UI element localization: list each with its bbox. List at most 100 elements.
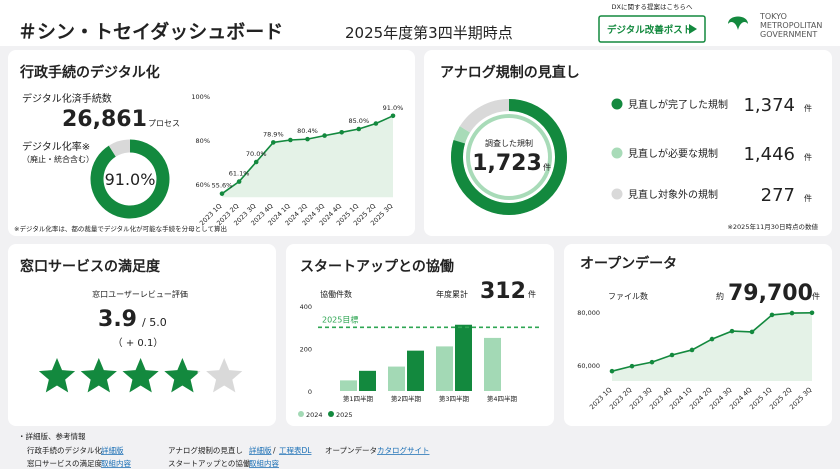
label: 協働件数 [320,289,352,299]
change: （ + 0.1） [113,337,164,349]
bar [359,370,376,391]
unit: プロセス [148,119,180,128]
panel-title: 行政手続のデジタル化 [19,64,160,81]
point [390,113,396,119]
x-tick-label: 第4四半期 [487,394,518,403]
footer-label: スタートアップとの協働 [168,458,251,468]
panel-title: アナログ規制の見直し [440,64,580,81]
bar [455,324,472,391]
legend-marker [611,188,623,200]
x-tick-label: 第1四半期 [343,394,374,403]
label: 約 [716,291,724,301]
legend-marker [611,147,623,159]
logo-text: METROPOLITAN [760,21,822,30]
point [749,329,755,335]
footer-label: オープンデータ [325,445,377,455]
legend-value: 277 [761,185,795,206]
footer-label: 行政手続のデジタル化 [27,445,102,455]
donut-segment [90,139,170,219]
unit: 件 [804,152,812,162]
point [356,126,362,132]
inner-ring [466,114,552,200]
donut-segment [108,139,131,157]
area [222,115,393,198]
target-label: 2025目標 [322,314,358,324]
point [789,310,795,316]
legend-label: 見直しが完了した規制 [628,98,728,111]
star-empty [206,358,243,393]
label: 窓口ユーザーレビュー評価 [92,289,188,299]
y-tick-label: 100% [191,93,210,101]
separator: / [273,446,276,455]
point [236,179,242,184]
logo-text: GOVERNMENT [760,30,817,39]
unit: 件 [812,291,820,301]
bar [388,366,405,391]
count: 26,861 [62,107,147,132]
center-label: 91.0% [105,170,156,189]
footer-link[interactable]: 詳細版 [249,445,272,455]
point [669,352,675,358]
label: デジタル化済手続数 [22,92,112,105]
point [322,133,327,138]
center-label: 調査した規制 [485,138,533,148]
point [769,312,775,318]
panel-title: オープンデータ [580,255,677,272]
proposal-note: DXに関する提案はこちらへ [612,2,693,11]
point [373,121,379,126]
footnote: ※2025年11月30日時点の数値 [727,222,818,231]
period: 2025年度第3四半期時点 [345,24,513,42]
label: 年度累計 [436,289,468,299]
proposal-button[interactable] [598,15,706,43]
bar [436,346,453,391]
point [253,159,259,165]
panel-title: 窓口サービスの満足度 [20,258,161,275]
unit: 件 [543,162,551,172]
footer-link[interactable]: 取組内容 [101,458,131,468]
star [164,358,198,393]
y-tick-label: 200 [300,346,312,354]
point [305,136,310,142]
legend-label: 2024 [306,411,323,419]
point [649,359,655,365]
label: デジタル化率※ [22,140,90,153]
total: 79,700 [728,281,813,306]
footer-link[interactable]: カタログサイト [377,445,430,455]
rating-max: / 5.0 [142,316,167,329]
y-tick-label: 0 [308,388,312,396]
y-tick-label: 60,000 [577,362,600,370]
point [629,363,635,369]
logo-text: TOKYO [759,12,787,21]
bar [484,337,501,391]
y-tick-label: 80% [196,137,210,145]
footer-label: アナログ規制の見直し [168,445,243,455]
panel-title: スタートアップとの協働 [300,258,454,275]
footer-heading: ・詳細版、参考情報 [18,431,86,441]
footer-link[interactable]: 詳細版 [101,445,124,455]
unit: 件 [528,289,536,299]
logo-mark [728,16,748,30]
footer-link[interactable]: 工程表DL [279,445,312,455]
y-tick-label: 80,000 [577,309,600,317]
point [271,140,276,145]
proposal-button-label[interactable]: デジタル改善ポスト [607,24,692,36]
label: ファイル数 [608,291,648,301]
data-label: 61.1% [229,170,250,178]
y-tick-label: 60% [196,181,210,189]
footnote: ※デジタル化率は、都の裁量でデジタル化が可能な手続を分母として算出 [14,224,227,233]
star [80,358,117,393]
star [38,358,76,393]
area [612,312,812,381]
star [122,358,159,393]
footer-link[interactable]: 取組内容 [249,458,279,468]
legend-marker [328,411,334,417]
center-value: 1,723 [472,151,542,176]
bar [407,350,424,391]
bar [340,380,357,391]
legend-value: 1,446 [743,144,795,165]
legend-marker [611,98,623,110]
x-tick-label: 第2四半期 [391,394,422,403]
point [288,137,293,143]
data-label: 55.6% [212,182,233,190]
